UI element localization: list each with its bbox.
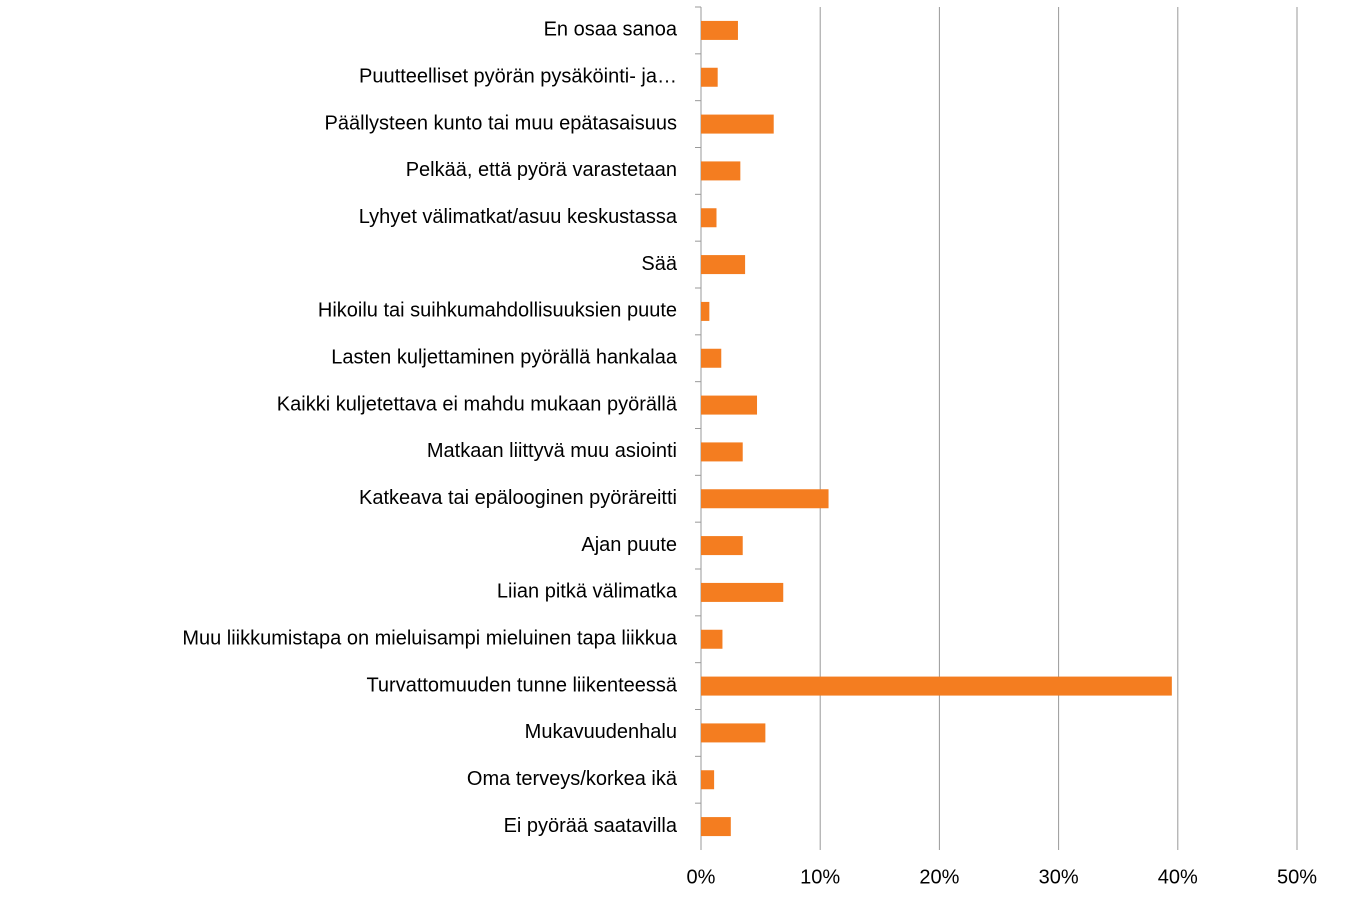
bar — [701, 114, 774, 134]
bar — [701, 770, 715, 790]
y-tick-label: Ei pyörää saatavilla — [504, 815, 678, 837]
bar — [701, 161, 741, 181]
x-tick-label: 40% — [1158, 866, 1198, 888]
y-tick-label: Turvattomuuden tunne liikenteessä — [366, 674, 677, 696]
bar — [701, 489, 829, 509]
x-tick-label: 20% — [919, 866, 959, 888]
y-tick-label: Sää — [641, 253, 677, 275]
x-tick-label: 10% — [800, 866, 840, 888]
bar — [701, 208, 717, 228]
bar — [701, 255, 746, 275]
y-tick-label: Lasten kuljettaminen pyörällä hankalaa — [331, 347, 678, 369]
y-tick-label: Pelkää, että pyörä varastetaan — [406, 159, 677, 181]
bar — [701, 348, 722, 368]
y-tick-label: Oma terveys/korkea ikä — [467, 768, 678, 790]
bar — [701, 676, 1172, 696]
bar — [701, 582, 784, 602]
y-tick-label: Kaikki kuljetettava ei mahdu mukaan pyör… — [277, 393, 678, 415]
y-tick-label: Mukavuudenhalu — [525, 721, 677, 743]
y-tick-label: En osaa sanoa — [544, 19, 678, 41]
y-tick-label: Puutteelliset pyörän pysäköinti- ja… — [359, 66, 677, 88]
bar — [701, 20, 738, 40]
y-tick-label: Matkaan liittyvä muu asiointi — [427, 440, 677, 462]
y-tick-label: Liian pitkä välimatka — [497, 581, 678, 603]
y-tick-label: Hikoilu tai suihkumahdollisuuksien puute — [318, 300, 677, 322]
y-tick-label: Lyhyet välimatkat/asuu keskustassa — [359, 206, 678, 228]
bar — [701, 629, 723, 649]
y-tick-label: Katkeava tai epälooginen pyöräreitti — [359, 487, 677, 509]
y-tick-label: Päällysteen kunto tai muu epätasaisuus — [325, 112, 677, 134]
bar — [701, 301, 710, 321]
bar — [701, 442, 743, 462]
bar — [701, 817, 731, 837]
bar — [701, 67, 718, 87]
x-tick-label: 50% — [1277, 866, 1317, 888]
y-tick-label: Muu liikkumistapa on mieluisampi mieluin… — [182, 628, 678, 650]
x-tick-label: 30% — [1039, 866, 1079, 888]
y-tick-label: Ajan puute — [581, 534, 677, 556]
bar — [701, 536, 743, 556]
bar — [701, 395, 758, 415]
bar — [701, 723, 766, 743]
x-tick-label: 0% — [687, 866, 716, 888]
